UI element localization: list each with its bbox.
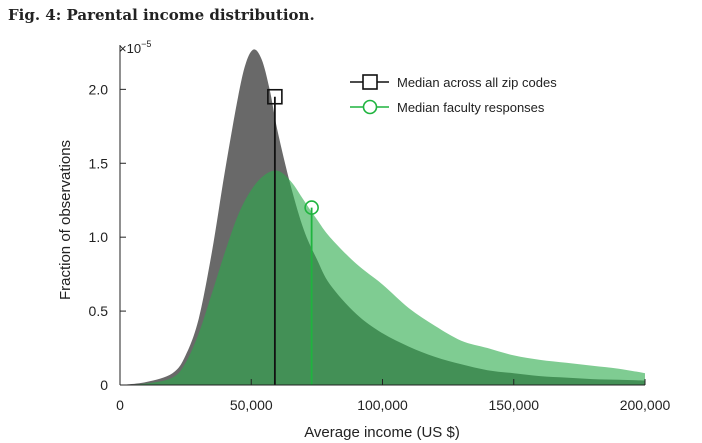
- figure-title: Fig. 4: Parental income distribution.: [8, 6, 315, 24]
- legend-faculty-marker-circle: [362, 99, 378, 115]
- plot-area: [120, 49, 645, 385]
- legend-faculty-label: Median faculty responses: [397, 100, 545, 115]
- x-tick-label: 50,000: [230, 397, 273, 413]
- legend-item-zip: Median across all zip codes: [350, 74, 557, 90]
- y-multiplier-exp: −5: [141, 39, 151, 49]
- y-tick-label: 1.0: [89, 229, 109, 245]
- ticks: 0 0.5 1.0 1.5 2.0 0 50,000 100,000 150,000 200,00…: [89, 81, 671, 413]
- y-multiplier: ×10−5: [119, 39, 151, 56]
- y-tick-label: 0.5: [89, 303, 109, 319]
- legend-item-faculty: Median faculty responses: [350, 99, 545, 115]
- x-tick-label: 100,000: [357, 397, 408, 413]
- x-tick-label: 150,000: [488, 397, 539, 413]
- legend: Median across all zip codes Median facul…: [350, 74, 557, 115]
- x-axis-label: Average income (US $): [304, 424, 460, 441]
- legend-zip-marker-square: [362, 74, 378, 90]
- median-marker-square: [267, 88, 283, 105]
- x-tick-label: 200,000: [620, 397, 671, 413]
- area-faculty-responses: [120, 170, 645, 385]
- legend-zip-label: Median across all zip codes: [397, 75, 557, 90]
- median-marker-circle: [304, 200, 319, 215]
- y-tick-label: 0: [100, 377, 108, 393]
- y-tick-label: 2.0: [89, 81, 109, 97]
- x-tick-label: 0: [116, 397, 124, 413]
- y-tick-label: 1.5: [89, 155, 109, 171]
- y-multiplier-base: ×10: [119, 41, 141, 56]
- y-axis-label: Fraction of observations: [57, 140, 74, 300]
